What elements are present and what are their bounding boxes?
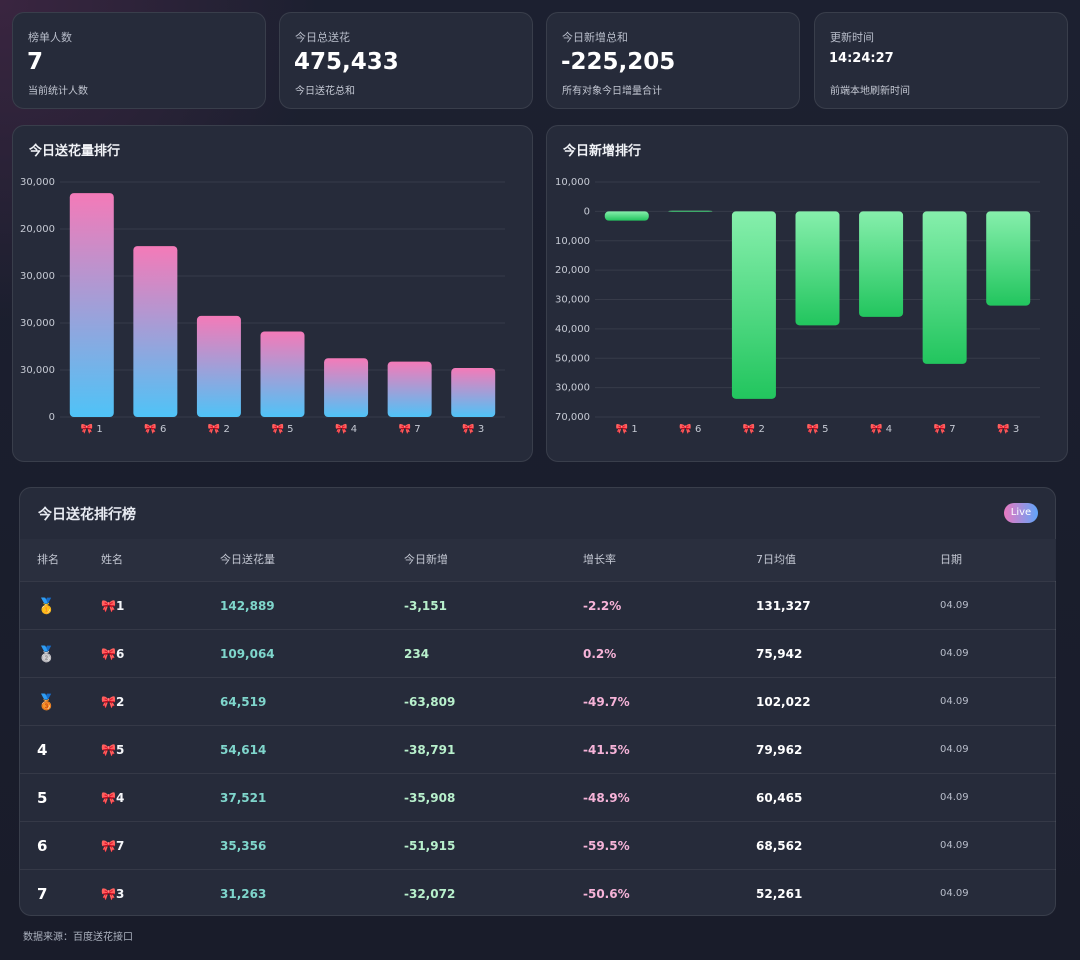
table-cell: 04.09 bbox=[940, 648, 969, 659]
table-cell: 0.2% bbox=[583, 647, 617, 661]
table-cell: 102,022 bbox=[756, 695, 811, 709]
card-label: 今日新增总和 bbox=[562, 31, 628, 44]
table-cell: 54,614 bbox=[220, 743, 267, 757]
table-cell: 🥉 bbox=[37, 693, 56, 711]
stat-card: 更新时间 14:24:27 前端本地刷新时间 bbox=[814, 12, 1068, 109]
table-cell: -35,908 bbox=[404, 791, 456, 805]
table-cell: 64,519 bbox=[220, 695, 267, 709]
table-cell: -2.2% bbox=[583, 599, 622, 613]
table-row: 🥉 🎀2 64,519 -63,809 -49.7% 102,022 04.09 bbox=[20, 677, 1056, 725]
table-cell: -51,915 bbox=[404, 839, 456, 853]
table-header: 排名 姓名 今日送花量 今日新增 增长率 7日均值 日期 bbox=[20, 539, 1056, 581]
live-badge: Live bbox=[1004, 503, 1038, 523]
header-cell: 排名 bbox=[37, 553, 59, 566]
footer: 数据来源：百度送花接口 bbox=[23, 932, 133, 943]
table-cell: -48.9% bbox=[583, 791, 630, 805]
table-cell: 6 bbox=[37, 837, 48, 855]
table-panel: 今日送花排行榜 Live 排名 姓名 今日送花量 今日新增 增长率 7日均值 日期 🥇 🎀1 14… bbox=[19, 487, 1056, 916]
table-cell: 🎀1 bbox=[101, 599, 125, 613]
table-cell: 🥇 bbox=[37, 597, 56, 615]
table-cell: 52,261 bbox=[756, 887, 803, 901]
table-cell: 4 bbox=[37, 741, 48, 759]
header-cell: 日期 bbox=[940, 553, 962, 566]
table-cell: 109,064 bbox=[220, 647, 275, 661]
table-cell: 79,962 bbox=[756, 743, 803, 757]
table-row: 🥈 🎀6 109,064 234 0.2% 75,942 04.09 bbox=[20, 629, 1056, 677]
table-cell: 04.09 bbox=[940, 696, 969, 707]
card-label: 今日总送花 bbox=[295, 31, 350, 44]
table-cell: 04.09 bbox=[940, 888, 969, 899]
table-cell: 04.09 bbox=[940, 744, 969, 755]
table-cell: 31,263 bbox=[220, 887, 267, 901]
table-cell: 68,562 bbox=[756, 839, 803, 853]
card-sub: 当前统计人数 bbox=[28, 86, 88, 97]
card-sub: 前端本地刷新时间 bbox=[830, 86, 910, 97]
card-label: 榜单人数 bbox=[28, 31, 72, 44]
table-row: 4 🎀5 54,614 -38,791 -41.5% 79,962 04.09 bbox=[20, 725, 1056, 773]
table-title: 今日送花排行榜 bbox=[38, 507, 136, 523]
card-sub: 今日送花总和 bbox=[295, 86, 355, 97]
chart-title: 今日送花量排行 bbox=[29, 144, 121, 159]
table-cell: 35,356 bbox=[220, 839, 267, 853]
table-cell: 04.09 bbox=[940, 600, 969, 611]
card-sub: 所有对象今日增量合计 bbox=[562, 86, 662, 97]
stat-card: 今日总送花 475,433 今日送花总和 bbox=[279, 12, 533, 109]
table-cell: -3,151 bbox=[404, 599, 447, 613]
table-cell: 04.09 bbox=[940, 840, 969, 851]
card-value: -225,205 bbox=[561, 49, 676, 75]
chart-panel: 今日新增排行 bbox=[546, 125, 1068, 462]
table-cell: 🥈 bbox=[37, 645, 56, 663]
table-cell: 60,465 bbox=[756, 791, 803, 805]
stat-card: 今日新增总和 -225,205 所有对象今日增量合计 bbox=[546, 12, 800, 109]
card-label: 更新时间 bbox=[830, 31, 874, 44]
header-cell: 今日新增 bbox=[404, 553, 448, 566]
table-cell: 142,889 bbox=[220, 599, 275, 613]
table-cell: 37,521 bbox=[220, 791, 267, 805]
table-cell: 🎀5 bbox=[101, 743, 125, 757]
table-cell: 75,942 bbox=[756, 647, 803, 661]
table-cell: 04.09 bbox=[940, 792, 969, 803]
header-cell: 今日送花量 bbox=[220, 553, 275, 566]
table-cell: 131,327 bbox=[756, 599, 811, 613]
table-cell: -41.5% bbox=[583, 743, 630, 757]
table-cell: -49.7% bbox=[583, 695, 630, 709]
table-cell: 🎀7 bbox=[101, 839, 125, 853]
table-cell: 🎀2 bbox=[101, 695, 125, 709]
card-value: 7 bbox=[27, 49, 44, 75]
table-cell: 🎀3 bbox=[101, 887, 125, 901]
table-row: 7 🎀3 31,263 -32,072 -50.6% 52,261 04.09 bbox=[20, 869, 1056, 917]
table-cell: 🎀4 bbox=[101, 791, 125, 805]
table-cell: 234 bbox=[404, 647, 430, 661]
table-cell: 7 bbox=[37, 885, 48, 903]
chart-panel: 今日送花量排行 bbox=[12, 125, 533, 462]
table-cell: 5 bbox=[37, 789, 48, 807]
table-row: 6 🎀7 35,356 -51,915 -59.5% 68,562 04.09 bbox=[20, 821, 1056, 869]
stat-card: 榜单人数 7 当前统计人数 bbox=[12, 12, 266, 109]
table-row: 5 🎀4 37,521 -35,908 -48.9% 60,465 04.09 bbox=[20, 773, 1056, 821]
chart-title: 今日新增排行 bbox=[563, 144, 642, 159]
table-cell: -50.6% bbox=[583, 887, 630, 901]
header-cell: 姓名 bbox=[101, 553, 123, 566]
table-row: 🥇 🎀1 142,889 -3,151 -2.2% 131,327 04.09 bbox=[20, 581, 1056, 629]
header-cell: 7日均值 bbox=[756, 553, 796, 566]
table-cell: -32,072 bbox=[404, 887, 456, 901]
table-cell: -38,791 bbox=[404, 743, 456, 757]
table-cell: -63,809 bbox=[404, 695, 456, 709]
header-cell: 增长率 bbox=[583, 553, 616, 566]
table-cell: -59.5% bbox=[583, 839, 630, 853]
card-value: 475,433 bbox=[294, 49, 399, 75]
table-cell: 🎀6 bbox=[101, 647, 125, 661]
card-value: 14:24:27 bbox=[829, 51, 894, 66]
